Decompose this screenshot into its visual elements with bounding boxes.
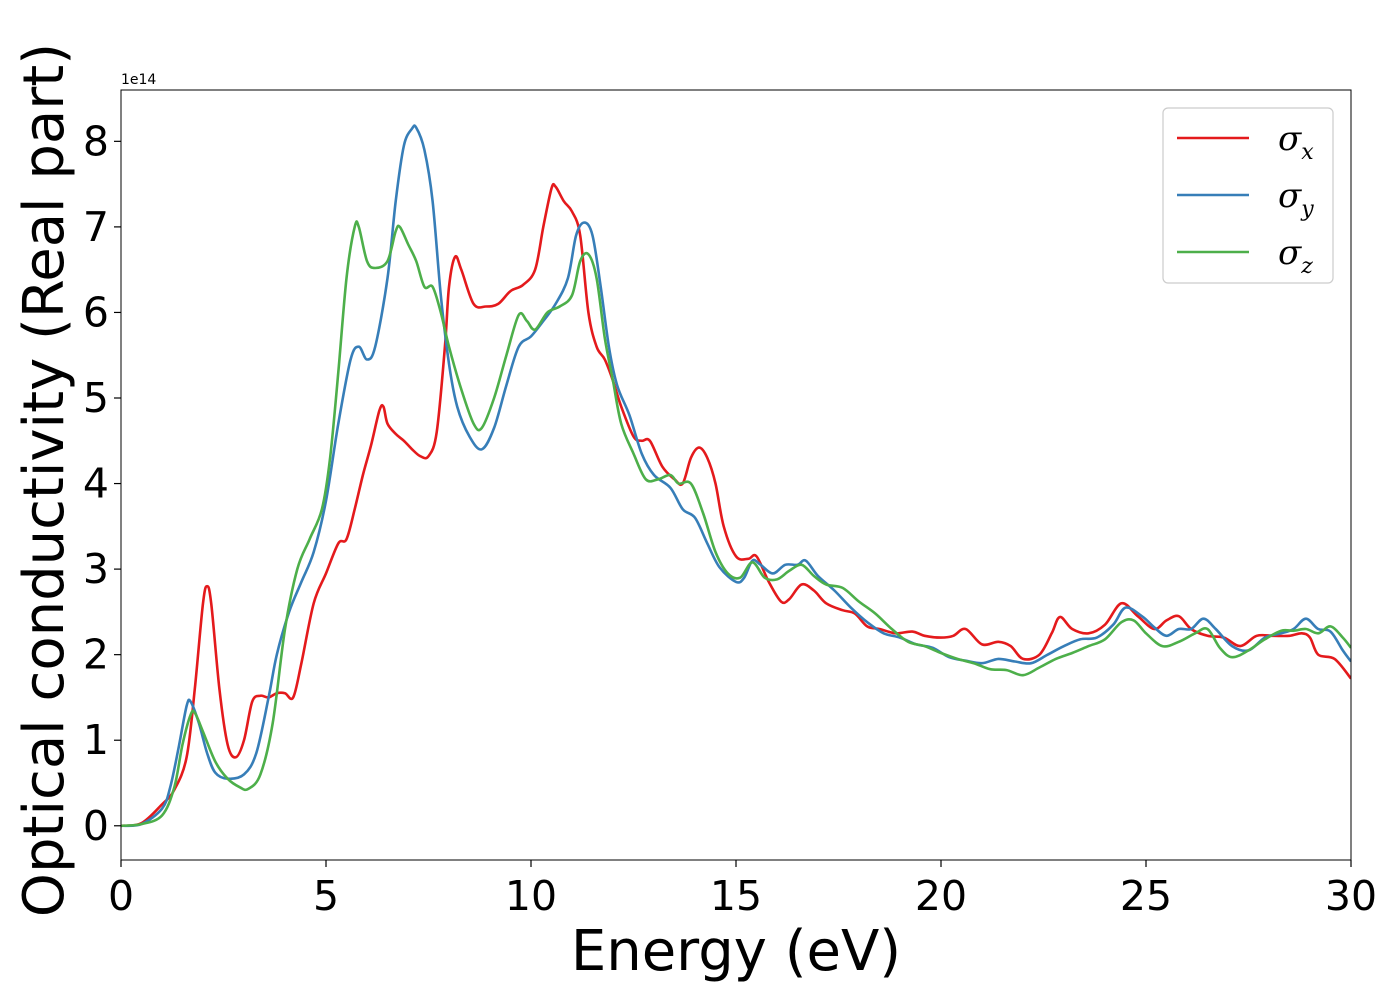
y-tick-label: 5 — [83, 374, 109, 422]
y-tick-label: 1 — [83, 716, 109, 764]
y-tick-label: 4 — [83, 460, 109, 508]
y-tick-label: 7 — [83, 203, 109, 251]
x-tick-label: 25 — [1120, 872, 1172, 920]
x-tick-label: 30 — [1325, 872, 1377, 920]
y-tick-label: 3 — [83, 545, 109, 593]
y-tick-label: 8 — [83, 117, 109, 165]
plot-lines — [121, 124, 1351, 828]
series-line-sigma-x — [121, 182, 1351, 828]
x-tick-label: 15 — [710, 872, 762, 920]
x-tick-label: 5 — [313, 872, 339, 920]
x-axis: 0 5 10 15 20 25 30 — [108, 860, 1377, 920]
series-line-sigma-y — [121, 124, 1351, 828]
y-tick-label: 0 — [83, 802, 109, 850]
y-axis: 0 1 2 3 4 5 6 7 8 — [83, 117, 121, 850]
y-axis-title: Optical conductivity (Real part) — [12, 43, 77, 917]
x-tick-label: 0 — [108, 872, 134, 920]
x-axis-title: Energy (eV) — [571, 919, 901, 984]
y-tick-label: 6 — [83, 288, 109, 336]
x-tick-label: 20 — [915, 872, 967, 920]
y-tick-label: 2 — [83, 631, 109, 679]
y-offset-label: 1e14 — [121, 72, 156, 88]
x-tick-label: 10 — [505, 872, 557, 920]
series-line-sigma-z — [121, 220, 1351, 828]
